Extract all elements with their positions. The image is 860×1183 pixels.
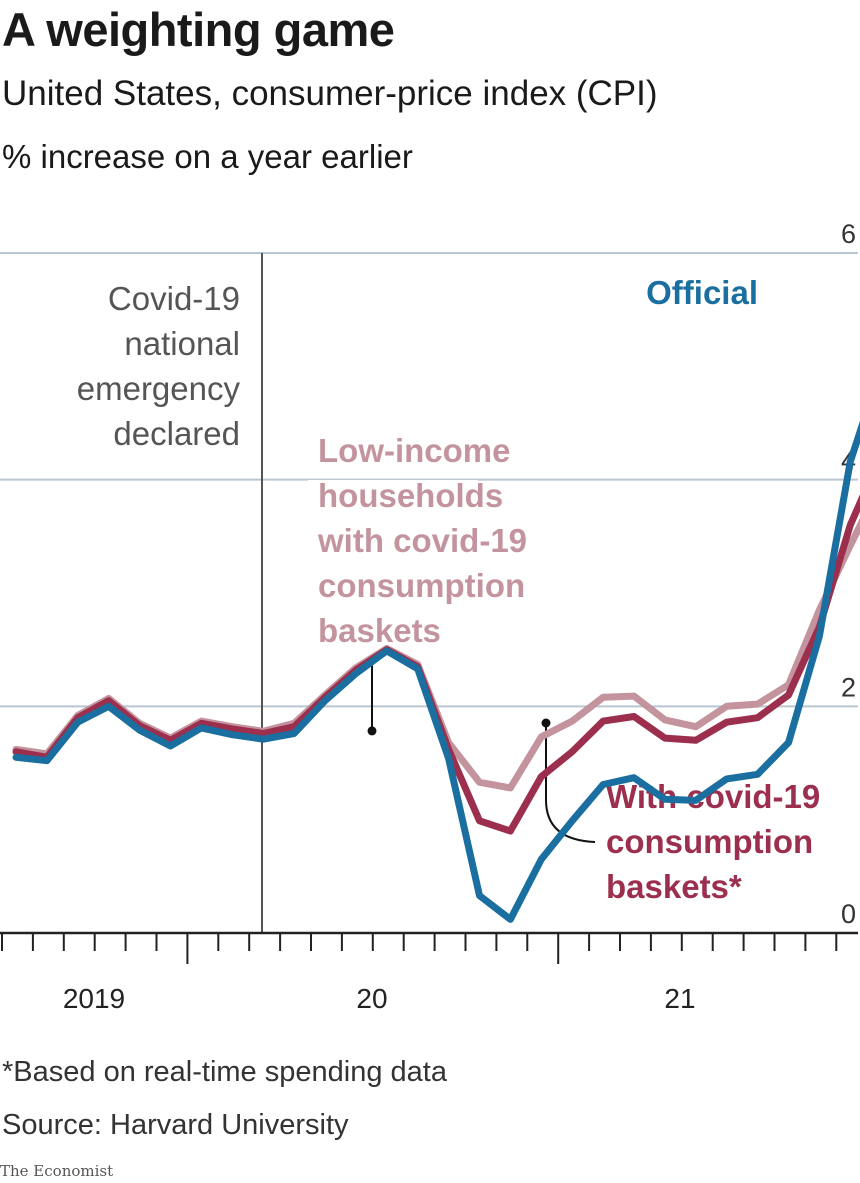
low-income-text-bg-1	[308, 480, 478, 518]
series-line-covid-basket	[12, 494, 860, 835]
covid-emergency-text-line-2: emergency	[77, 370, 241, 407]
low-income-text-line-4: baskets	[318, 612, 441, 649]
low-income-text-line-2: with covid-19	[317, 522, 527, 559]
chart-subtitle: United States, consumer-price index (CPI…	[2, 74, 658, 113]
y-tick-label-2: 2	[841, 672, 856, 702]
low-income-text-line-0: Low-income	[318, 432, 511, 469]
covid-emergency-text-bg-2	[91, 373, 246, 411]
low-income-leader-dot	[367, 726, 377, 736]
covid-emergency-text-bg-0	[106, 283, 247, 321]
covid-emergency-text-bg-1	[106, 328, 247, 366]
x-tick-label-21: 21	[664, 983, 695, 1014]
official-text-line-0: Official	[646, 274, 758, 311]
covid-emergency-annotation: Covid-19 national emergency declared	[77, 280, 247, 456]
low-income-text-line-3: consumption	[318, 567, 525, 604]
covid-emergency-text-line-0: Covid-19	[108, 280, 240, 317]
low-income-text-bg-4	[308, 615, 433, 653]
y-tick-label-0: 0	[841, 899, 856, 929]
covid-basket-text-line-1: consumption	[606, 823, 813, 860]
chart-title: A weighting game	[2, 3, 395, 56]
x-tick-label-20: 20	[356, 983, 387, 1014]
covid-basket-text-line-2: baskets*	[606, 868, 742, 905]
low-income-text-bg-2	[308, 525, 524, 563]
y-tick-label-6: 6	[841, 219, 856, 249]
x-axis: 2019 20 21	[0, 931, 858, 1014]
series-line-official	[12, 420, 860, 923]
economist-logo: The Economist	[0, 1162, 114, 1180]
series-lines	[12, 420, 860, 923]
low-income-annotation: Low-income households with covid-19 consump…	[308, 432, 527, 736]
source-note: Source: Harvard University	[2, 1109, 349, 1141]
low-income-text-bg-0	[308, 435, 478, 473]
covid-basket-leader-line	[545, 723, 596, 843]
low-income-text-line-1: households	[318, 477, 503, 514]
covid-emergency-text-bg-3	[106, 418, 247, 456]
y-axis-unit-label: % increase on a year earlier	[2, 138, 413, 175]
low-income-text-bg-3	[308, 570, 494, 608]
x-tick-label-2019: 2019	[63, 983, 125, 1014]
covid-emergency-text-line-3: declared	[113, 415, 240, 452]
covid-emergency-text-line-1: national	[124, 325, 240, 362]
official-annotation: Official	[646, 274, 758, 311]
footnote: *Based on real-time spending data	[2, 1056, 447, 1088]
